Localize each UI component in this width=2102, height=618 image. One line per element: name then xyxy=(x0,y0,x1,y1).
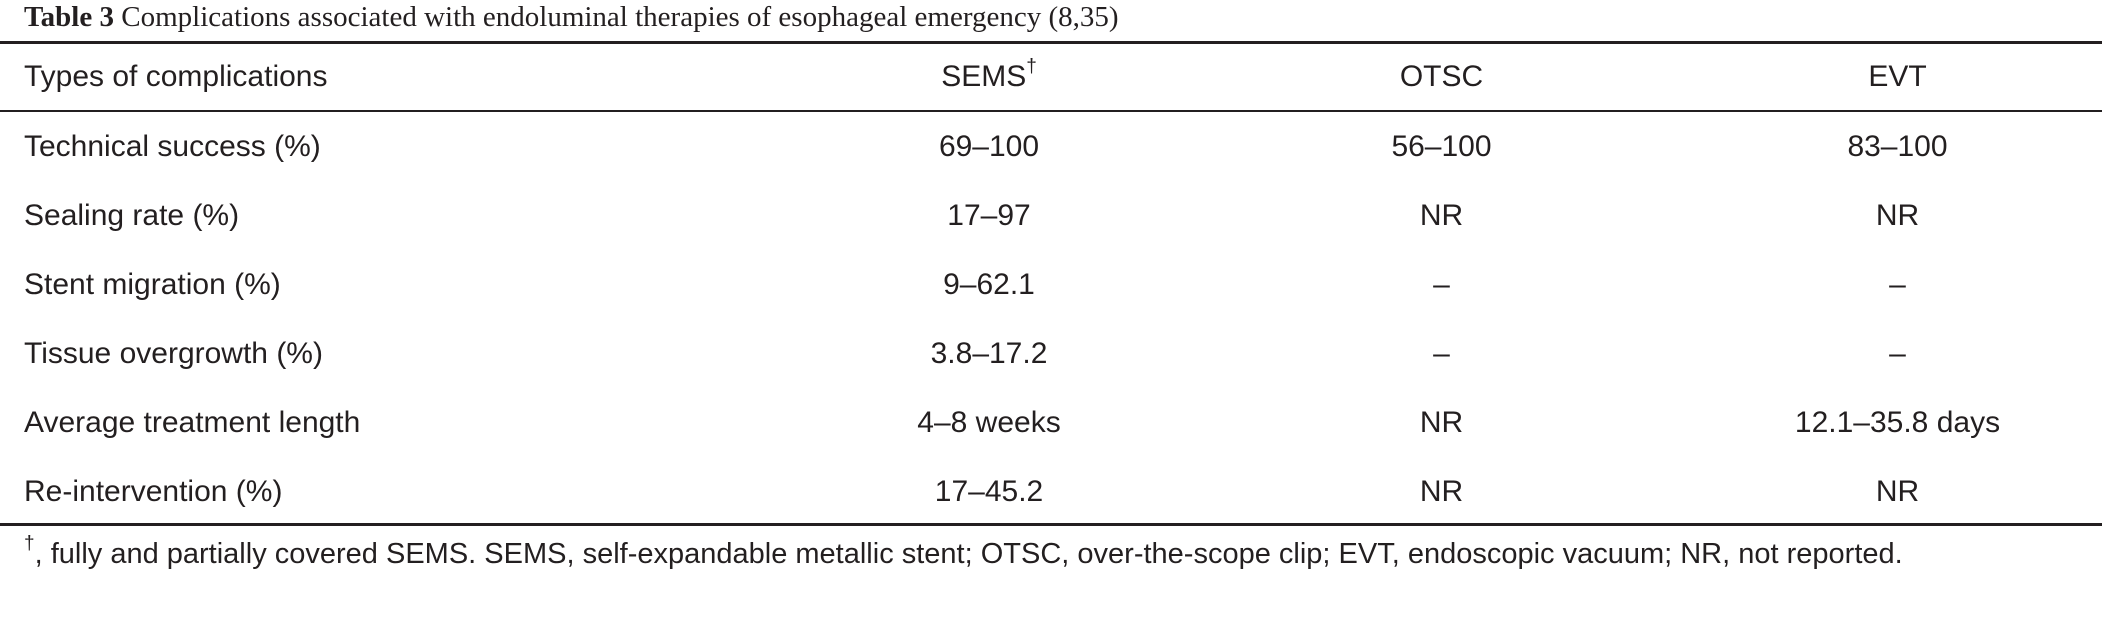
cell-evt: – xyxy=(1889,268,1906,301)
table-header-row: Types of complications SEMS† OTSC EVT xyxy=(0,44,2102,110)
table-caption-label: Table 3 xyxy=(24,1,114,33)
cell-evt: NR xyxy=(1875,199,1920,232)
footnote-text: , fully and partially covered SEMS. SEMS… xyxy=(34,538,1903,570)
header-sems-label: SEMS xyxy=(941,60,1027,93)
cell-sems: 69–100 xyxy=(938,130,1040,163)
footnote-dagger: † xyxy=(24,533,35,555)
table-row: Re-intervention (%) 17–45.2 NR NR xyxy=(0,457,2102,526)
cell-otsc: NR xyxy=(1419,199,1464,232)
cell-otsc: 56–100 xyxy=(1391,130,1492,163)
table-row: Sealing rate (%) 17–97 NR NR xyxy=(0,181,2102,250)
cell-otsc: – xyxy=(1433,337,1450,370)
cell-evt: NR xyxy=(1875,475,1920,508)
cell-evt: – xyxy=(1889,337,1906,370)
cell-sems: 4–8 weeks xyxy=(917,406,1061,439)
cell-otsc: NR xyxy=(1419,475,1464,508)
table-caption: Table 3 Complications associated with en… xyxy=(24,0,1119,36)
table-caption-text: Complications associated with endolumina… xyxy=(114,1,1119,33)
header-types-of-complications: Types of complications xyxy=(24,60,328,93)
table-row: Tissue overgrowth (%) 3.8–17.2 – – xyxy=(0,319,2102,388)
cell-sems: 3.8–17.2 xyxy=(930,337,1048,370)
row-label: Sealing rate (%) xyxy=(24,199,240,232)
table-row: Average treatment length 4–8 weeks NR 12… xyxy=(0,388,2102,457)
table-row: Stent migration (%) 9–62.1 – – xyxy=(0,250,2102,319)
cell-sems: 17–45.2 xyxy=(934,475,1044,508)
cell-sems: 9–62.1 xyxy=(943,268,1035,301)
header-sems-dagger: † xyxy=(1026,56,1037,77)
table-bottom-rule xyxy=(0,523,2102,526)
cell-otsc: – xyxy=(1433,268,1450,301)
table-footnote: †, fully and partially covered SEMS. SEM… xyxy=(24,532,2080,576)
row-label: Average treatment length xyxy=(24,406,361,439)
row-label: Tissue overgrowth (%) xyxy=(24,337,323,370)
table-header-rule xyxy=(0,110,2102,112)
table-row: Technical success (%) 69–100 56–100 83–1… xyxy=(0,110,2102,181)
row-label: Re-intervention (%) xyxy=(24,475,283,508)
cell-evt: 12.1–35.8 days xyxy=(1794,406,2001,439)
complications-table: Types of complications SEMS† OTSC EVT Te… xyxy=(0,44,2102,526)
row-label: Stent migration (%) xyxy=(24,268,281,301)
header-otsc: OTSC xyxy=(1399,60,1484,93)
table-top-rule xyxy=(0,41,2102,44)
header-sems: SEMS† xyxy=(764,44,1214,110)
cell-sems: 17–97 xyxy=(947,199,1031,232)
cell-evt: 83–100 xyxy=(1847,130,1948,163)
cell-otsc: NR xyxy=(1419,406,1464,439)
row-label: Technical success (%) xyxy=(24,130,321,163)
header-evt: EVT xyxy=(1868,60,1927,93)
